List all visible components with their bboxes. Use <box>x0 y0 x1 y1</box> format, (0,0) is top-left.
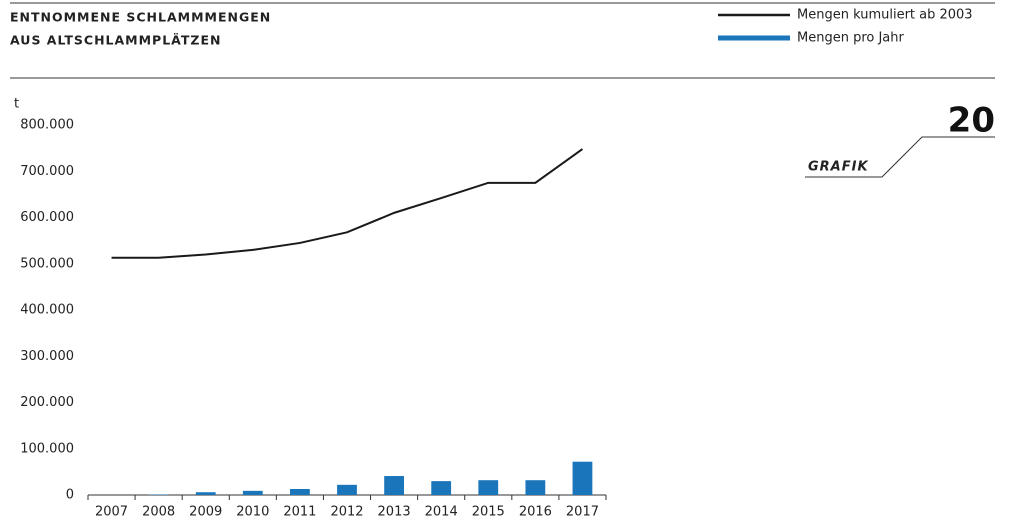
x-tick-label: 2016 <box>519 505 552 520</box>
bar <box>196 492 216 495</box>
chart-title: ENTNOMMENE SCHLAMMMENGEN <box>10 10 271 25</box>
figure-label: GRAFIK <box>808 160 869 175</box>
legend-label: Mengen kumuliert ab 2003 <box>797 8 973 23</box>
bar <box>525 480 545 495</box>
y-tick-label: 700.000 <box>20 164 74 179</box>
bar <box>384 476 404 495</box>
legend-label: Mengen pro Jahr <box>797 31 905 46</box>
x-tick-label: 2007 <box>95 505 128 520</box>
y-axis-label: t <box>14 97 19 112</box>
bar <box>478 480 498 495</box>
y-tick-label: 100.000 <box>20 441 74 456</box>
y-tick-label: 0 <box>66 488 74 503</box>
x-tick-label: 2015 <box>472 505 505 520</box>
x-tick-label: 2010 <box>236 505 269 520</box>
y-tick-label: 800.000 <box>20 118 74 133</box>
figure-number: 20 <box>948 101 995 141</box>
line <box>112 149 583 258</box>
x-tick-label: 2008 <box>142 505 175 520</box>
x-tick-label: 2009 <box>189 505 222 520</box>
bar <box>337 485 357 495</box>
y-tick-label: 500.000 <box>20 256 74 271</box>
bar <box>290 489 310 495</box>
bar <box>431 481 451 495</box>
y-tick-label: 200.000 <box>20 395 74 410</box>
x-tick-label: 2014 <box>425 505 458 520</box>
bar <box>243 491 263 495</box>
chart-title: AUS ALTSCHLAMMPLÄTZEN <box>10 33 221 48</box>
y-tick-label: 400.000 <box>20 303 74 318</box>
x-tick-label: 2012 <box>330 505 363 520</box>
x-tick-label: 2017 <box>566 505 599 520</box>
y-tick-label: 600.000 <box>20 210 74 225</box>
bar <box>573 462 593 495</box>
x-tick-label: 2013 <box>378 505 411 520</box>
x-tick-label: 2011 <box>283 505 316 520</box>
y-tick-label: 300.000 <box>20 349 74 364</box>
